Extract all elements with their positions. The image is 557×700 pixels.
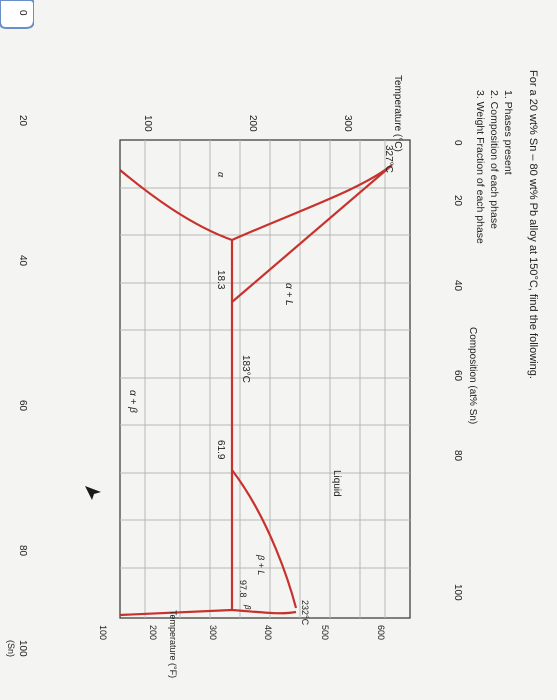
cursor-arrow-icon [85,486,101,500]
top-tick-0: 0 [452,140,463,146]
top-tick-100: 100 [452,584,463,601]
top-tick-40: 40 [452,280,463,292]
question-title: For a 20 wt% Sn – 80 wt% Pb alloy at 150… [527,70,539,379]
alpha-plus-beta-label: α + β [127,390,138,413]
bottom-tick-40: 40 [17,255,28,267]
top-tick-80: 80 [452,450,463,462]
right-tick-200: 200 [148,625,158,640]
left-tick-100: 100 [142,115,153,132]
question-item-3: 3. Weight Fraction of each phase [474,90,486,244]
beta-solidus [231,608,297,615]
liquidus-alpha [231,164,393,303]
bottom-tick-60: 60 [17,400,28,412]
bottom-tick-20: 20 [17,115,28,127]
pb-melt-label: 327°C [383,145,394,173]
right-tick-400: 400 [263,625,273,640]
question-item-1: 1. Phases present [502,90,514,175]
sn-melt-label: 232°C [300,600,310,626]
beta-plus-l-label: β + L [256,554,266,575]
bottom-tick-0: 0 [17,10,28,16]
left-tick-300: 300 [342,115,353,132]
bottom-end-label: (Sn) [6,640,16,657]
beta-label: β [243,604,252,610]
right-tick-300: 300 [208,625,218,640]
beta-solvus [119,608,233,617]
question-item-2: 2. Composition of each phase [488,90,500,229]
right-axis-title: Temperature (°F) [168,610,178,678]
eutectic-temp-label: 183°C [240,355,251,383]
eutectic-comp-label: 61.9 [215,440,226,460]
top-tick-60: 60 [452,370,463,382]
alpha-limit-label: 18.3 [215,270,226,290]
liquid-label: Liquid [331,470,342,497]
alpha-label: α [216,172,226,178]
bottom-tick-100: 100 [17,640,28,657]
bottom-tick-80: 80 [17,545,28,557]
alpha-plus-l-label: α + L [283,283,294,306]
right-tick-500: 500 [320,625,330,640]
right-tick-600: 600 [376,625,386,640]
top-tick-20: 20 [452,195,463,207]
right-tick-100: 100 [98,625,108,640]
left-tick-200: 200 [247,115,258,132]
left-axis-title: Temperature (°C) [392,75,403,152]
liquidus-beta [231,469,298,609]
top-axis-title: Composition (at% Sn) [467,327,478,424]
corner-sticker-icon [0,0,34,29]
plot-grid [119,139,411,619]
phase-boundaries [119,164,393,617]
alpha-solvus [119,169,233,242]
beta-limit-label: 97.8 [238,580,248,598]
alpha-solidus [231,164,393,242]
